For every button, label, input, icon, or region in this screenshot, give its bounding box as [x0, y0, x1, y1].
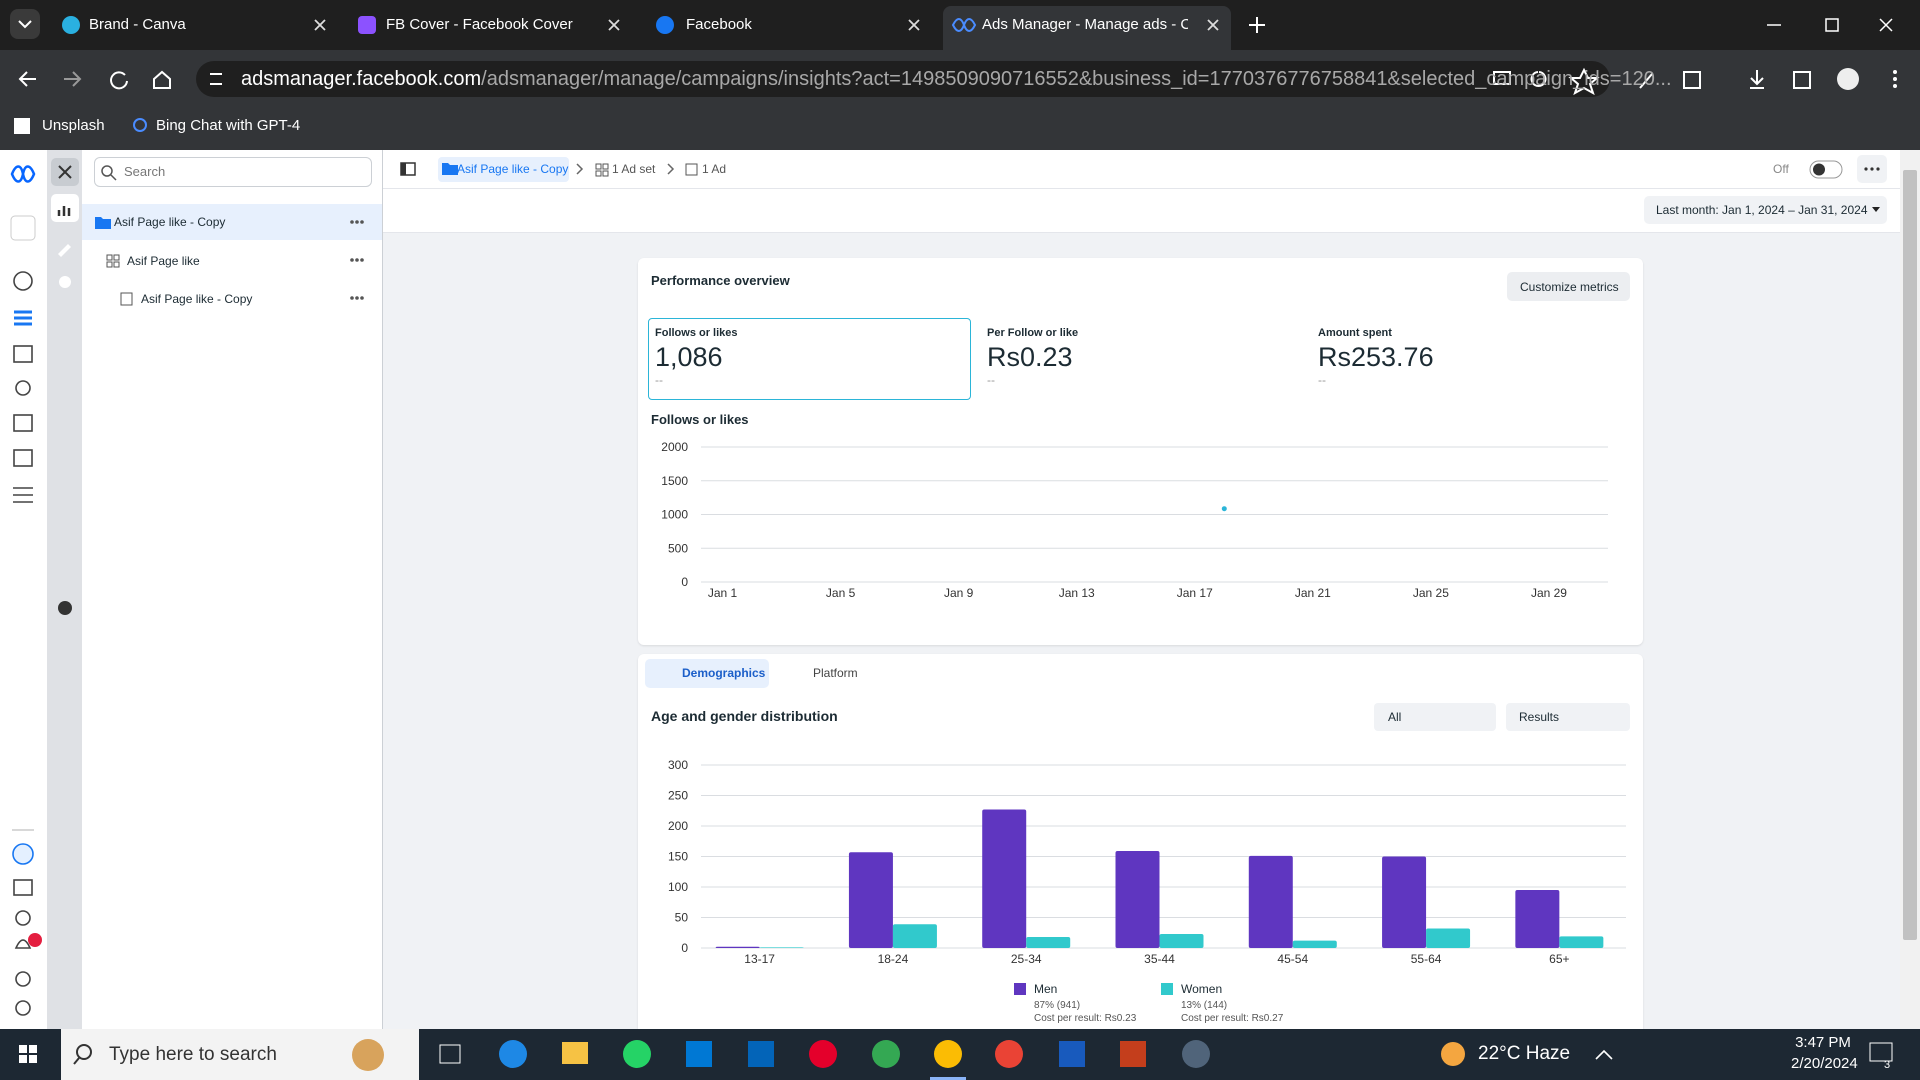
- legend-label: Men: [1034, 982, 1057, 996]
- x-tick-label: Jan 25: [1413, 586, 1449, 600]
- legend-detail: 87% (941): [1034, 1000, 1080, 1011]
- x-tick-label: Jan 17: [1177, 586, 1213, 600]
- x-tick-label: 18-24: [878, 952, 909, 966]
- bar: [1382, 857, 1426, 949]
- x-tick-label: 65+: [1549, 952, 1569, 966]
- legend-detail: Cost per result: Rs0.23: [1034, 1013, 1137, 1024]
- legend-swatch: [1014, 983, 1026, 995]
- point: [1222, 506, 1227, 511]
- bar: [1116, 851, 1160, 948]
- legend-swatch: [1161, 983, 1173, 995]
- legend-label: Women: [1181, 982, 1222, 996]
- y-tick-label: 0: [681, 941, 688, 955]
- x-tick-label: Jan 13: [1059, 586, 1095, 600]
- y-tick-label: 0: [681, 575, 688, 589]
- legend-detail: Cost per result: Rs0.27: [1181, 1013, 1284, 1024]
- x-tick-label: Jan 1: [708, 586, 738, 600]
- y-tick-label: 1000: [661, 508, 688, 522]
- bar: [760, 947, 804, 948]
- bar: [1249, 856, 1293, 948]
- x-tick-label: Jan 5: [826, 586, 856, 600]
- x-tick-label: 55-64: [1411, 952, 1442, 966]
- y-tick-label: 150: [668, 850, 688, 864]
- y-tick-label: 100: [668, 880, 688, 894]
- x-tick-label: 35-44: [1144, 952, 1175, 966]
- bar: [893, 924, 937, 948]
- bar: [1426, 928, 1470, 948]
- legend-detail: 13% (144): [1181, 1000, 1227, 1011]
- y-tick-label: 2000: [661, 440, 688, 454]
- bar: [1559, 936, 1603, 948]
- bar: [849, 852, 893, 948]
- bar: [1293, 941, 1337, 948]
- y-tick-label: 200: [668, 819, 688, 833]
- x-tick-label: Jan 9: [944, 586, 974, 600]
- bar: [716, 947, 760, 948]
- y-tick-label: 1500: [661, 474, 688, 488]
- y-tick-label: 250: [668, 789, 688, 803]
- y-tick-label: 300: [668, 758, 688, 772]
- bar: [982, 810, 1026, 948]
- bar: [1026, 937, 1070, 948]
- x-tick-label: 13-17: [744, 952, 775, 966]
- x-tick-label: Jan 21: [1295, 586, 1331, 600]
- x-tick-label: 25-34: [1011, 952, 1042, 966]
- y-tick-label: 50: [675, 911, 689, 925]
- bar: [1160, 934, 1204, 948]
- x-tick-label: Jan 29: [1531, 586, 1567, 600]
- bar: [1515, 890, 1559, 948]
- y-tick-label: 500: [668, 541, 688, 555]
- x-tick-label: 45-54: [1277, 952, 1308, 966]
